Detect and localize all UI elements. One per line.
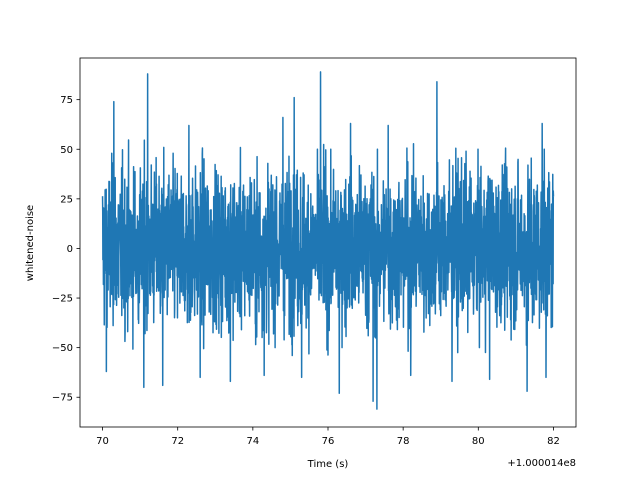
x-tick-label: 72 xyxy=(171,436,184,447)
x-tick-label: 80 xyxy=(472,436,485,447)
x-tick-label: 78 xyxy=(397,436,410,447)
x-tick-label: 82 xyxy=(547,436,560,447)
y-axis-label: whitened-noise xyxy=(25,205,36,281)
y-axis: −75 −50 −25 0 25 50 75 xyxy=(52,95,80,404)
series-layer xyxy=(101,71,555,410)
x-axis-offset-label: +1.000014e8 xyxy=(507,458,576,469)
y-tick-label: 50 xyxy=(60,145,73,156)
y-tick-label: 25 xyxy=(60,194,73,205)
y-tick-label: −50 xyxy=(52,343,73,354)
y-tick-label: 75 xyxy=(60,95,73,106)
x-tick-label: 76 xyxy=(322,436,335,447)
series-line xyxy=(101,71,555,410)
x-tick-label: 70 xyxy=(96,436,109,447)
y-tick-label: 0 xyxy=(67,244,73,255)
y-tick-label: −75 xyxy=(52,393,73,404)
y-tick-label: −25 xyxy=(52,294,73,305)
x-axis-label: Time (s) xyxy=(307,459,349,470)
x-tick-label: 74 xyxy=(246,436,259,447)
x-axis: 70 72 74 76 78 80 82 xyxy=(96,427,560,447)
